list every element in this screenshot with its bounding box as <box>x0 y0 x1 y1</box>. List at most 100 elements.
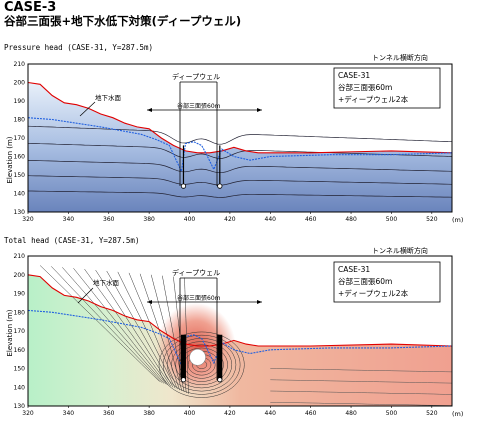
legend-line-wells: +ディープウェル2本 <box>338 94 409 104</box>
contour-line <box>270 379 453 384</box>
x-tick-label: 500 <box>386 410 398 417</box>
contour-line <box>171 341 233 389</box>
deep-wells <box>180 334 223 383</box>
y-tick-labels: 130 140 150 160 170 180 190 200 210 <box>14 61 26 216</box>
x-tick-label: 320 <box>22 410 34 417</box>
span-label: 谷部三面張60m <box>177 294 221 302</box>
tunnel-section <box>189 348 206 366</box>
contour-line <box>162 275 185 392</box>
contour-line <box>158 331 245 398</box>
y-tick-label: 170 <box>14 135 26 142</box>
y-tick-label: 160 <box>14 347 26 354</box>
x-tick-label: 440 <box>265 410 277 417</box>
contour-line <box>95 269 171 387</box>
x-tick-label: 460 <box>305 216 317 223</box>
plot-frame <box>27 63 453 213</box>
case-subtitle: 谷部三面張+地下水低下対策(ディープウェル) <box>4 14 242 28</box>
total-head-fill <box>28 274 452 406</box>
annotation-groundwater: 地下水面 <box>79 93 122 117</box>
pressure-head-chart: Pressure head (CASE-31, Y=287.5m) トンネル横断… <box>4 43 463 224</box>
annotation-well: ディープウェル <box>172 268 220 380</box>
drawdown-cone <box>156 303 236 393</box>
case-title: CASE-3 <box>4 0 57 15</box>
y-tick-label: 180 <box>14 117 26 124</box>
y-tick-label: 200 <box>14 80 26 87</box>
contour-line <box>270 368 453 373</box>
contour-line <box>28 190 453 198</box>
contour-line <box>73 268 167 385</box>
x-tick-labels: 320 340 360 380 400 420 440 460 480 500 520 <box>22 212 438 223</box>
y-tick-label: 170 <box>14 328 26 335</box>
x-tick-label: 380 <box>143 410 155 417</box>
ground-surface-line <box>27 81 453 154</box>
pressure-head-fill <box>28 82 452 212</box>
span-label: 谷部三面張60m <box>177 102 221 110</box>
x-tick-label: 420 <box>224 216 236 223</box>
contour-line <box>84 268 169 386</box>
legend-line-wells: +ディープウェル2本 <box>338 288 409 298</box>
direction-label: トンネル横断方向 <box>372 53 428 62</box>
x-tick-label: 380 <box>143 216 155 223</box>
legend-box: CASE-31 谷部三面張60m +ディープウェル2本 <box>333 67 441 109</box>
contour-line <box>62 267 165 384</box>
legend-line-span: 谷部三面張60m <box>338 82 392 92</box>
x-tick-label: 460 <box>305 410 317 417</box>
y-tick-label: 200 <box>14 272 26 279</box>
legend-line-case: CASE-31 <box>338 71 370 80</box>
contour-line <box>184 277 189 394</box>
y-axis-label: Elevation (m) <box>6 136 14 183</box>
plot-frame <box>27 255 453 407</box>
y-tick-labels: 130 140 150 160 170 180 190 200 210 <box>14 253 26 410</box>
x-axis-unit: (m) <box>452 410 463 418</box>
groundwater-label: 地下水面 <box>95 93 122 102</box>
y-tick-label: 190 <box>14 98 26 105</box>
y-tick-label: 160 <box>14 154 26 161</box>
y-tick-label: 210 <box>14 253 26 260</box>
total-head-contours <box>39 265 453 406</box>
x-tick-label: 320 <box>22 216 34 223</box>
x-axis-unit: (m) <box>452 216 463 224</box>
total-head-chart: Total head (CASE-31, Y=287.5m) トンネル横断方向 … <box>4 236 463 418</box>
contour-line <box>117 271 176 389</box>
groundwater-label: 地下水面 <box>93 278 120 287</box>
annotation-span: 谷部三面張60m <box>147 294 262 304</box>
x-tick-label: 360 <box>103 410 115 417</box>
contour-line <box>139 273 180 391</box>
contour-line <box>27 175 453 186</box>
x-tick-label: 400 <box>184 216 196 223</box>
x-tick-label: 360 <box>103 216 115 223</box>
x-tick-label: 440 <box>265 216 277 223</box>
y-tick-label: 180 <box>14 309 26 316</box>
contour-line <box>27 160 453 174</box>
x-tick-label: 340 <box>63 216 75 223</box>
ground-surface-line <box>27 274 453 347</box>
x-tick-label: 500 <box>386 216 398 223</box>
contour-line <box>27 125 453 145</box>
y-axis-label: Elevation (m) <box>6 309 14 356</box>
deep-wells <box>180 145 223 189</box>
y-tick-label: 140 <box>14 384 26 391</box>
legend-line-case: CASE-31 <box>338 265 370 274</box>
x-tick-label: 420 <box>224 410 236 417</box>
x-tick-label: 480 <box>345 410 357 417</box>
y-tick-label: 150 <box>14 172 26 179</box>
annotation-groundwater: 地下水面 <box>77 278 120 304</box>
x-tick-label: 400 <box>184 410 196 417</box>
annotation-well: ディープウェル <box>172 72 220 186</box>
y-tick-label: 190 <box>14 291 26 298</box>
y-tick-label: 130 <box>14 209 26 216</box>
annotation-span: 谷部三面張60m <box>147 102 262 112</box>
x-tick-label: 480 <box>345 216 357 223</box>
contour-line <box>270 402 453 406</box>
well-label: ディープウェル <box>172 72 220 81</box>
contour-line <box>150 274 183 392</box>
legend-box: CASE-31 谷部三面張60m +ディープウェル2本 <box>333 261 441 303</box>
y-tick-label: 150 <box>14 366 26 373</box>
well-bottom-marker <box>180 183 187 189</box>
contour-line <box>106 270 174 388</box>
x-tick-labels: 320 340 360 380 400 420 440 460 480 500 520 <box>22 406 438 417</box>
x-tick-label: 340 <box>63 410 75 417</box>
legend-line-span: 谷部三面張60m <box>338 276 392 286</box>
x-tick-label: 520 <box>426 410 438 417</box>
